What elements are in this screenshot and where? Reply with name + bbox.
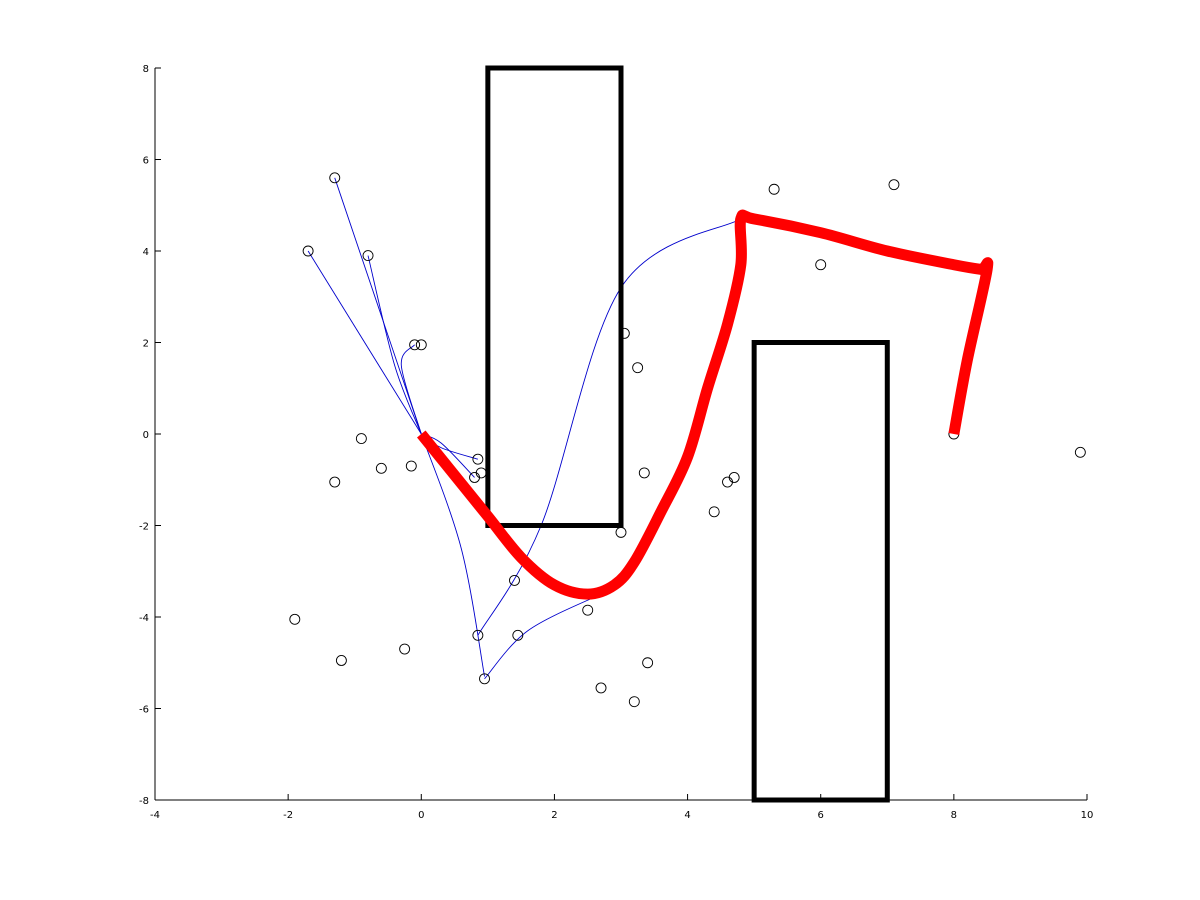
x-tick-label-6: 8 <box>951 810 957 821</box>
tree-node-10 <box>335 655 347 666</box>
tree-edges-layer <box>307 177 742 680</box>
tree-node-27 <box>708 506 720 518</box>
tree-node-28 <box>722 476 733 488</box>
tree-edge-3 <box>400 344 422 435</box>
tree-node-25 <box>628 696 640 708</box>
y-tick-label-1: -6 <box>139 705 149 716</box>
tree-node-17 <box>472 629 484 641</box>
tree-node-2 <box>362 250 374 262</box>
axes: -4 -2 0 2 4 6 8 10 -8 -6 -4 -2 0 2 4 6 8 <box>139 64 1093 821</box>
tree-edge-6 <box>420 433 485 677</box>
tree-node-12 <box>472 453 484 465</box>
y-tick-label-2: -4 <box>139 613 149 624</box>
y-tick-label-4: 0 <box>143 430 149 441</box>
tree-node-20 <box>615 526 627 538</box>
y-tick-label-0: -8 <box>139 796 149 807</box>
x-tick-label-4: 4 <box>684 810 690 821</box>
tree-node-5 <box>355 433 367 445</box>
tree-node-23 <box>638 467 650 479</box>
tree-node-9 <box>289 613 301 625</box>
tree-node-22 <box>632 362 644 374</box>
y-tick-label-3: -2 <box>139 522 149 533</box>
y-tick-label-6: 4 <box>143 247 149 258</box>
solution-path-layer <box>417 209 994 600</box>
tree-node-14 <box>469 472 480 483</box>
tree-node-18 <box>479 673 490 685</box>
tree-node-0 <box>329 172 341 184</box>
tree-node-11 <box>399 643 411 655</box>
tree-node-4 <box>415 339 427 351</box>
tree-node-29 <box>728 472 740 483</box>
tree-node-32 <box>888 179 900 191</box>
solution-path-line <box>417 209 994 600</box>
obstacle-upper <box>485 65 624 528</box>
tree-node-16 <box>512 629 524 641</box>
tree-edge-8 <box>484 593 602 680</box>
y-tick-label-8: 8 <box>143 64 149 75</box>
x-tick-label-7: 10 <box>1081 810 1094 821</box>
tree-node-3 <box>409 339 421 351</box>
tree-node-6 <box>329 476 341 488</box>
tree-node-1 <box>302 245 314 257</box>
tree-node-26 <box>642 657 654 669</box>
tree-edge-1 <box>307 250 422 435</box>
y-tick-label-7: 6 <box>143 156 149 167</box>
tree-edge-2 <box>367 255 422 435</box>
tree-node-31 <box>815 259 827 271</box>
x-tick-label-0: -4 <box>150 810 160 821</box>
x-tick-label-3: 2 <box>551 810 557 821</box>
tree-node-24 <box>595 682 607 694</box>
tree-node-19 <box>582 604 594 616</box>
y-tick-label-5: 2 <box>143 339 149 350</box>
obstacles-layer <box>485 65 890 803</box>
x-tick-label-5: 6 <box>818 810 824 821</box>
tree-edge-0 <box>334 177 422 435</box>
x-tick-label-2: 0 <box>418 810 424 821</box>
tree-node-7 <box>375 462 387 474</box>
tree-node-34 <box>1074 446 1086 458</box>
tree-node-30 <box>768 183 780 195</box>
x-tick-label-1: -2 <box>283 810 293 821</box>
tree-edge-7 <box>477 218 742 636</box>
tree-node-13 <box>475 467 487 479</box>
tree-node-15 <box>509 574 520 586</box>
tree-node-8 <box>405 460 417 472</box>
obstacle-lower <box>751 340 890 803</box>
